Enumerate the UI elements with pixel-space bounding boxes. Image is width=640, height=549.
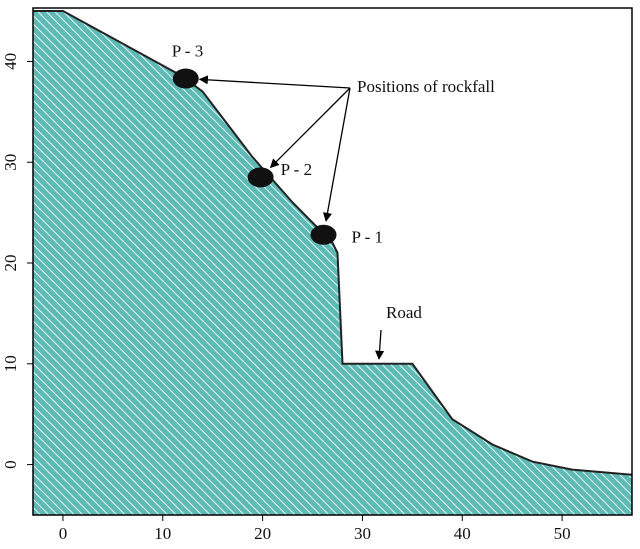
y-tick-label: 40 xyxy=(1,53,20,70)
point-label: P - 1 xyxy=(352,228,384,247)
plot-frame xyxy=(32,7,633,516)
road-arrow xyxy=(375,329,385,360)
point-label: P - 3 xyxy=(172,41,204,60)
x-tick-label: 0 xyxy=(59,524,68,543)
slope-area xyxy=(33,11,632,515)
annotation: Positions of rockfall xyxy=(357,77,495,96)
x-tick-label: 50 xyxy=(554,524,571,543)
x-tick-label: 30 xyxy=(354,524,371,543)
x-tick-label: 20 xyxy=(254,524,271,543)
rockfall-point xyxy=(247,167,274,188)
y-tick-label: 0 xyxy=(1,460,20,469)
y-tick-label: 10 xyxy=(1,355,20,372)
point-label: P - 2 xyxy=(281,160,313,179)
y-tick-label: 20 xyxy=(1,255,20,272)
annotation-arrow xyxy=(269,87,351,169)
y-tick-label: 30 xyxy=(1,154,20,171)
x-tick-label: 10 xyxy=(154,524,171,543)
rockfall-point xyxy=(310,224,337,245)
annotation-arrow xyxy=(198,75,351,89)
x-tick-label: 40 xyxy=(454,524,471,543)
road-label: Road xyxy=(386,303,422,322)
annotation-arrow xyxy=(322,87,351,222)
rockfall-point xyxy=(172,68,199,89)
